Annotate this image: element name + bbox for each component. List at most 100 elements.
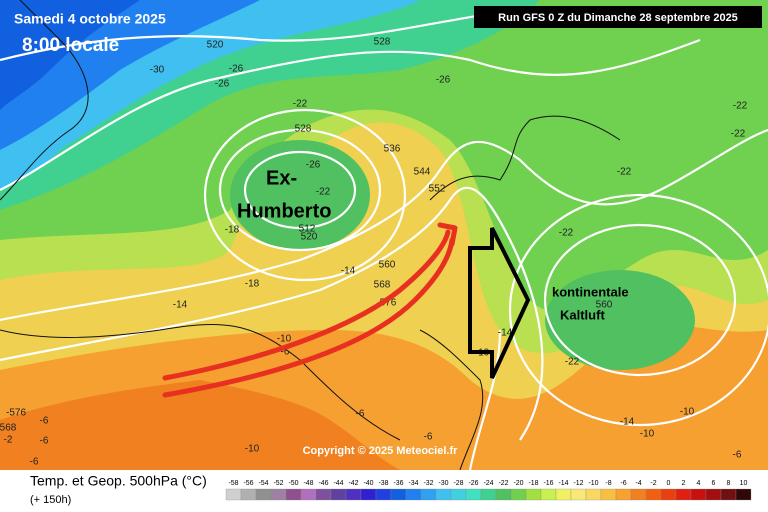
contour-label: 552	[429, 184, 446, 195]
legend-swatch	[570, 488, 587, 501]
legend-swatch	[645, 488, 662, 501]
legend-swatch	[480, 488, 497, 501]
legend-tick-label: -56	[243, 480, 253, 487]
contour-labels: 520 528 -30 -26 -26 -26 -22 528 536 544 -26 -22 552 5…	[0, 37, 748, 468]
legend-swatch	[600, 488, 617, 501]
contour-label: -30	[150, 65, 165, 76]
contour-label: -6	[40, 436, 49, 447]
legend-swatch	[330, 488, 347, 501]
legend-tick-label: -54	[258, 480, 268, 487]
contour-label: -22	[293, 99, 308, 110]
contour-label: -26	[436, 75, 451, 86]
cold-arrow	[468, 227, 531, 379]
legend-swatch	[390, 488, 407, 501]
legend-tick-label: -2	[650, 480, 656, 487]
legend-tick-label: -6	[620, 480, 626, 487]
field-deepblue	[0, 0, 140, 110]
legend-swatch	[585, 488, 602, 501]
legend-tick-label: -32	[423, 480, 433, 487]
contour-label: -10	[277, 334, 292, 345]
color-legend: -58 -56 -54 -52 -50 -48 -46 -44 -42 -40 -38 -36 -34-…	[225, 480, 752, 501]
cold-air-label: kontinentale	[552, 284, 629, 299]
run-box	[474, 6, 762, 28]
legend-swatch	[375, 488, 392, 501]
legend-tick-label: -36	[393, 480, 403, 487]
legend-swatch	[525, 488, 542, 501]
legend-swatch	[735, 488, 752, 501]
contour-label: 576	[380, 298, 397, 309]
contour-label: 520	[207, 40, 224, 51]
legend-swatch	[435, 488, 452, 501]
legend-swatch	[690, 488, 707, 501]
legend-swatch	[510, 488, 527, 501]
contour-label: 560	[379, 260, 396, 271]
legend-tick-label: -22	[498, 480, 508, 487]
legend-tick-label: -44	[333, 480, 343, 487]
contour-label: -6	[281, 347, 290, 358]
legend-swatch	[420, 488, 437, 501]
legend-tick-label: -48	[303, 480, 313, 487]
contour-label: 568	[374, 280, 391, 291]
contour-label: -14	[173, 300, 188, 311]
contour-label: -22	[731, 129, 746, 140]
coastlines	[0, 0, 621, 470]
contour-label: 528	[374, 37, 391, 48]
contour-label: -26	[306, 160, 321, 171]
contour-label: 512	[299, 224, 316, 235]
date: Samedi 4 octobre 2025	[14, 11, 166, 27]
legend-tick-label: -4	[635, 480, 641, 487]
contour-label: 560	[596, 300, 613, 311]
contour-label: 528	[295, 124, 312, 135]
contour-label: -22	[733, 101, 748, 112]
contour-label: 568	[0, 423, 17, 434]
copyright: Copyright © 2025 Meteociel.fr	[303, 445, 459, 457]
run-info: Run GFS 0 Z du Dimanche 28 septembre 202…	[498, 12, 738, 24]
footer-lead: (+ 150h)	[30, 494, 71, 506]
contour-label: -10	[680, 407, 695, 418]
contour-label: -10	[245, 444, 260, 455]
map-field: 520 528 -30 -26 -26 -26 -22 528 536 544 -26 -22 552 5…	[0, 0, 768, 470]
legend-tick-label: -20	[513, 480, 523, 487]
contour-label: -26	[215, 79, 230, 90]
legend-tick-label: 4	[697, 480, 701, 487]
legend-swatch	[615, 488, 632, 501]
legend-tick-label: -10	[588, 480, 598, 487]
contour-label: -14	[498, 328, 513, 339]
legend-swatch	[405, 488, 422, 501]
flow-arrow	[162, 222, 458, 398]
footer-title: Temp. et Geop. 500hPa (°C)	[30, 473, 207, 489]
legend-tick-label: -24	[483, 480, 493, 487]
legend-swatch	[450, 488, 467, 501]
contour-label: -22	[559, 228, 574, 239]
storm-label: Ex-	[266, 167, 297, 189]
field-orange	[0, 380, 400, 470]
legend-swatch	[660, 488, 677, 501]
legend-swatch	[555, 488, 572, 501]
contour-label: -6	[40, 416, 49, 427]
legend-tick-label: -58	[228, 480, 238, 487]
contour-label: -26	[229, 64, 244, 75]
field-low	[230, 140, 370, 250]
legend-swatch	[495, 488, 512, 501]
legend-swatch	[315, 488, 332, 501]
legend-tick-label: 2	[682, 480, 686, 487]
legend-swatch	[675, 488, 692, 501]
legend-tick-label: -50	[288, 480, 298, 487]
contour-label: -2	[4, 435, 13, 446]
legend-tick-label: -26	[468, 480, 478, 487]
contour-label: -6	[30, 457, 39, 468]
cold-air-label: Kaltluft	[560, 307, 605, 322]
legend-tick-label: -40	[363, 480, 373, 487]
contour-label: -18	[225, 225, 240, 236]
legend-tick-label: -18	[528, 480, 538, 487]
contour-label: 544	[414, 167, 431, 178]
legend-swatch	[630, 488, 647, 501]
contour-label: -14	[620, 417, 635, 428]
legend-tick-label: -42	[348, 480, 358, 487]
legend-swatch	[345, 488, 362, 501]
legend-tick-label: -52	[273, 480, 283, 487]
contour-label: -10	[640, 429, 655, 440]
contour-label: 536	[384, 144, 401, 155]
